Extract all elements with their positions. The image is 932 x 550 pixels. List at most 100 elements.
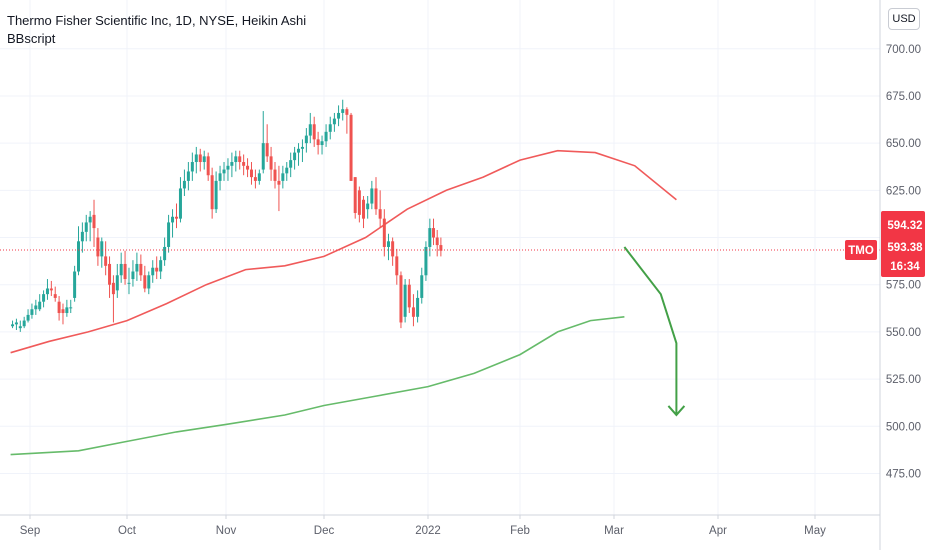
candle-up <box>416 297 420 317</box>
candle-down <box>277 180 281 185</box>
candle-up <box>366 203 370 210</box>
candle-down <box>155 267 159 272</box>
candle-up <box>163 246 167 261</box>
candle-down <box>96 237 100 257</box>
time-tick-label: Feb <box>510 525 530 537</box>
candle-up <box>234 156 238 163</box>
slow-ma-line <box>10 316 625 456</box>
candle-up <box>320 141 324 146</box>
candle-up <box>194 154 198 163</box>
candle-up <box>45 288 49 295</box>
candle-up <box>73 271 77 298</box>
candle-up <box>84 222 88 232</box>
candle-down <box>374 188 378 210</box>
candle-up <box>11 324 15 327</box>
candle-up <box>285 167 289 174</box>
candle-up <box>297 148 301 153</box>
candle-down <box>92 214 96 229</box>
candle-down <box>108 263 112 285</box>
price-tick-label: 525.00 <box>886 374 921 386</box>
chart-title: Thermo Fisher Scientific Inc, 1D, NYSE, … <box>7 13 307 28</box>
candle-up <box>115 275 119 291</box>
indicator-label[interactable]: BBscript <box>7 31 56 46</box>
candle-down <box>395 256 399 276</box>
candle-down <box>432 228 436 238</box>
candle-down <box>139 263 143 276</box>
candle-down <box>362 199 366 219</box>
candle-down <box>57 301 61 314</box>
candle-down <box>382 218 386 247</box>
candle-up <box>222 169 226 174</box>
candle-up <box>261 143 265 170</box>
candle-up <box>182 180 186 189</box>
currency-button[interactable]: USD <box>888 8 920 30</box>
candle-up <box>159 260 163 272</box>
candle-up <box>34 305 38 310</box>
candle-up <box>341 109 345 113</box>
price-tag-box <box>881 211 925 277</box>
candle-up <box>370 188 374 204</box>
price-tick-label: 650.00 <box>886 138 921 150</box>
price-tag-countdown: 16:34 <box>890 261 920 273</box>
price-tick-label: 500.00 <box>886 421 921 433</box>
time-tick-label: Nov <box>216 525 237 537</box>
candle-up <box>289 160 293 168</box>
candle-down <box>391 241 395 257</box>
candle-up <box>257 173 261 181</box>
ticker-label: TMO <box>848 245 874 257</box>
price-tag-top: 594.32 <box>887 220 922 232</box>
candle-down <box>407 284 411 308</box>
annotation-arrow-line <box>623 246 678 415</box>
price-tick-label: 475.00 <box>886 468 921 480</box>
time-tick-label: 2022 <box>415 525 441 537</box>
candle-down <box>269 156 273 170</box>
candle-down <box>206 156 210 176</box>
candle-up <box>337 112 341 119</box>
candle-down <box>49 288 53 291</box>
candle-down <box>411 307 415 317</box>
candle-down <box>143 275 147 289</box>
candle-up <box>386 241 390 247</box>
candle-up <box>178 188 182 219</box>
candle-up <box>420 275 424 298</box>
candle-up <box>30 309 34 315</box>
candle-down <box>246 165 250 170</box>
candle-up <box>214 180 218 210</box>
candle-down <box>53 294 57 298</box>
time-tick-label: Dec <box>314 525 335 537</box>
price-tick-label: 575.00 <box>886 280 921 292</box>
candle-up <box>332 118 336 125</box>
candle-down <box>265 143 269 157</box>
candle-up <box>26 314 30 321</box>
candle-down <box>123 263 127 280</box>
candle-up <box>190 162 194 172</box>
candle-up <box>281 173 285 181</box>
candle-up <box>119 263 123 276</box>
price-tick-label: 550.00 <box>886 327 921 339</box>
candle-up <box>147 275 151 289</box>
candle-up <box>424 246 428 276</box>
candle-down <box>378 209 382 219</box>
candle-up <box>202 156 206 163</box>
candle-down <box>242 162 246 166</box>
candle-down <box>439 245 443 251</box>
candle-up <box>14 322 18 325</box>
candle-down <box>273 169 277 181</box>
candle-up <box>171 216 175 223</box>
candle-down <box>357 190 361 215</box>
candle-down <box>312 124 316 140</box>
candle-up <box>186 171 190 181</box>
candle-down <box>435 237 439 246</box>
time-tick-label: Sep <box>20 525 40 537</box>
candle-up <box>42 294 46 302</box>
time-tick-label: Apr <box>709 525 727 537</box>
candle-up <box>100 241 104 257</box>
candle-up <box>304 135 308 144</box>
candle-up <box>135 263 139 272</box>
candle-up <box>65 307 69 314</box>
candle-up <box>88 216 92 223</box>
candle-down <box>399 275 403 323</box>
price-tag-current: 593.38 <box>887 242 923 254</box>
